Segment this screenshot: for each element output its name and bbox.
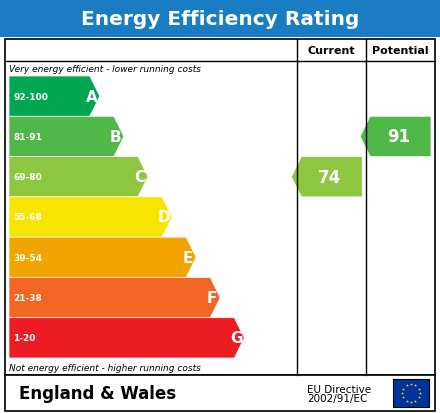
Polygon shape <box>360 117 431 157</box>
Bar <box>5 375 435 411</box>
Polygon shape <box>9 77 100 117</box>
Bar <box>0 0 440 38</box>
Polygon shape <box>9 157 148 197</box>
Bar <box>5 40 435 375</box>
Text: 92-100: 92-100 <box>13 93 48 102</box>
Text: 55-68: 55-68 <box>13 213 42 222</box>
Polygon shape <box>9 237 196 278</box>
Text: D: D <box>158 210 170 225</box>
Text: Not energy efficient - higher running costs: Not energy efficient - higher running co… <box>9 363 201 372</box>
Text: Potential: Potential <box>372 46 429 56</box>
Text: Very energy efficient - lower running costs: Very energy efficient - lower running co… <box>9 65 201 74</box>
Text: 1-20: 1-20 <box>13 334 35 342</box>
Polygon shape <box>9 318 244 358</box>
Text: G: G <box>230 330 242 346</box>
Text: 91: 91 <box>387 128 410 146</box>
Text: Current: Current <box>308 46 356 56</box>
Polygon shape <box>9 197 172 237</box>
Text: Energy Efficiency Rating: Energy Efficiency Rating <box>81 9 359 28</box>
Text: C: C <box>134 170 146 185</box>
Text: 81-91: 81-91 <box>13 133 42 142</box>
Text: A: A <box>86 90 98 104</box>
Text: F: F <box>207 290 217 305</box>
Text: England & Wales: England & Wales <box>19 384 176 402</box>
Text: 74: 74 <box>318 169 341 186</box>
Text: EU Directive: EU Directive <box>308 384 371 394</box>
Text: 69-80: 69-80 <box>13 173 42 182</box>
Polygon shape <box>9 278 220 318</box>
Polygon shape <box>291 157 362 197</box>
Text: B: B <box>110 130 122 145</box>
Text: 21-38: 21-38 <box>13 293 42 302</box>
Bar <box>393 379 429 407</box>
Text: 39-54: 39-54 <box>13 253 42 262</box>
Text: E: E <box>183 250 193 265</box>
Polygon shape <box>9 117 124 157</box>
Text: 2002/91/EC: 2002/91/EC <box>308 393 368 403</box>
